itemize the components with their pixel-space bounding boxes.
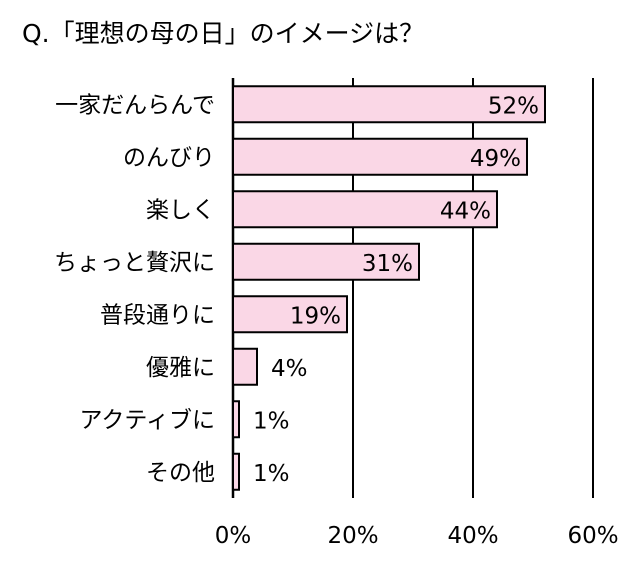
bar [232, 452, 240, 491]
category-label: 優雅に [146, 355, 215, 381]
category-label: 楽しく [146, 197, 215, 223]
category-label: その他 [146, 460, 215, 486]
category-label: のんびり [123, 145, 215, 171]
value-label: 49% [470, 146, 521, 172]
bar [232, 85, 546, 124]
category-label: 一家だんらんで [55, 92, 215, 118]
value-labels: 52% 49% 44% 31% 19% 4% 1% 1% [253, 93, 539, 487]
bar [232, 400, 240, 439]
value-label: 19% [290, 303, 341, 329]
x-tick-label: 60% [567, 523, 618, 549]
chart-title: Q.「理想の母の日」のイメージは？ [22, 19, 424, 48]
x-tick-label: 40% [447, 523, 498, 549]
bar [232, 295, 348, 334]
x-axis-ticks: 0% 20% 40% 60% [215, 523, 619, 549]
category-label: 普段通りに [100, 302, 215, 328]
category-label: ちょっと贅沢に [54, 250, 215, 276]
value-label: 4% [271, 356, 308, 382]
value-label: 52% [488, 93, 539, 119]
value-label: 1% [253, 461, 290, 487]
bars [232, 85, 546, 491]
bar [232, 347, 258, 386]
value-label: 31% [362, 251, 413, 277]
x-tick-label: 20% [327, 523, 378, 549]
bar [232, 137, 528, 176]
value-label: 1% [253, 408, 290, 434]
category-label: アクティブに [80, 407, 215, 433]
bar [232, 190, 498, 229]
bar [232, 242, 420, 281]
x-tick-label: 0% [215, 523, 252, 549]
value-label: 44% [440, 198, 491, 224]
